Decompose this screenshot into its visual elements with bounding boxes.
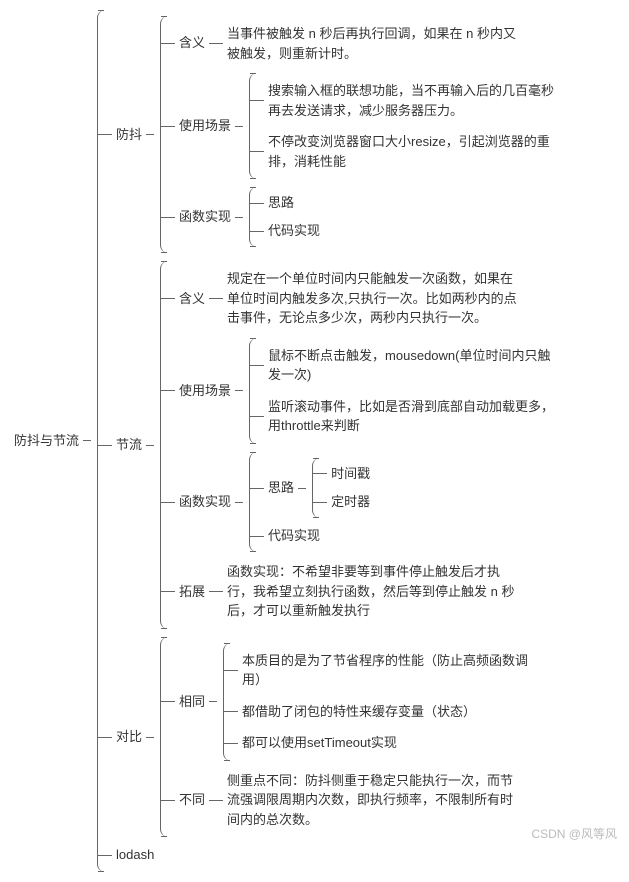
node-throttle: 节流 (112, 435, 146, 455)
node-meaning: 含义 (175, 33, 209, 53)
node-debounce: 防抖 (112, 125, 146, 145)
leaf: 规定在一个单位时间内只能触发一次函数，如果在单位时间内触发多次,只执行一次。比如… (223, 267, 521, 330)
watermark: CSDN @风等风 (531, 825, 617, 842)
branch-lodash: lodash (98, 845, 562, 865)
leaf: 不停改变浏览器窗口大小resize，引起浏览器的重排，消耗性能 (264, 130, 562, 173)
leaf: 鼠标不断点击触发，mousedown(单位时间内只触发一次) (264, 344, 562, 387)
node-extend: 拓展 (175, 582, 209, 602)
branch-debounce: 防抖 含义 当事件被触发 n 秒后再执行回调，如果在 n 秒内又被触发，则重新计… (98, 16, 562, 253)
leaf: 思路 (264, 193, 298, 213)
node-compare: 对比 (112, 727, 146, 747)
node-scene: 使用场景 (175, 381, 235, 401)
node-impl: 函数实现 (175, 207, 235, 227)
branch-throttle: 节流 含义 规定在一个单位时间内只能触发一次函数，如果在单位时间内触发多次,只执… (98, 261, 562, 629)
leaf: 都可以使用setTimeout实现 (238, 731, 401, 755)
node-lodash: lodash (112, 845, 158, 865)
leaf: 侧重点不同：防抖侧重于稳定只能执行一次，而节流强调限周期内次数，即执行频率，不限… (223, 769, 521, 832)
leaf: 定时器 (327, 492, 374, 512)
leaf: 函数实现：不希望非要等到事件停止触发后才执行，我希望立刻执行函数，然后等到停止触… (223, 560, 521, 623)
leaf: 本质目的是为了节省程序的性能（防止高频函数调用） (238, 649, 536, 692)
leaf: 代码实现 (264, 526, 324, 546)
node-scene: 使用场景 (175, 116, 235, 136)
node-diff: 不同 (175, 790, 209, 810)
leaf: 时间戳 (327, 464, 374, 484)
branch-compare: 对比 相同 本质目的是为了节省程序的性能（防止高频函数调用） 都借助了闭包的特性… (98, 637, 562, 838)
node-idea: 思路 (264, 478, 298, 498)
node-impl: 函数实现 (175, 492, 235, 512)
node-same: 相同 (175, 692, 209, 712)
root-label: 防抖与节流 (10, 431, 83, 451)
leaf: 搜索输入框的联想功能，当不再输入后的几百毫秒再去发送请求，减少服务器压力。 (264, 79, 562, 122)
leaf: 当事件被触发 n 秒后再执行回调，如果在 n 秒内又被触发，则重新计时。 (223, 22, 521, 65)
leaf: 都借助了闭包的特性来缓存变量（状态） (238, 700, 480, 724)
leaf: 代码实现 (264, 221, 324, 241)
leaf: 监听滚动事件，比如是否滑到底部自动加载更多，用throttle来判断 (264, 395, 562, 438)
node-meaning: 含义 (175, 289, 209, 309)
mindmap-root: 防抖与节流 防抖 含义 当事件被触发 n 秒后再执行回调，如果在 n 秒内又被触… (10, 10, 619, 872)
